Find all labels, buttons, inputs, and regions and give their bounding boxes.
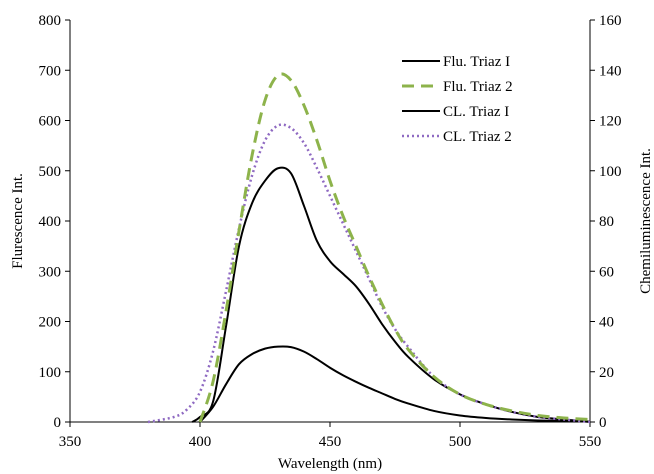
- y-tick-label: 700: [39, 63, 62, 79]
- x-axis-label: Wavelength (nm): [278, 456, 382, 472]
- tick-labels: 350 400 450 500 5500100200300400500600700800…: [39, 13, 622, 450]
- y2-tick-label: 140: [599, 63, 622, 79]
- y2-tick-label: 60: [599, 264, 614, 280]
- x-tick-label: 350: [59, 434, 82, 450]
- y-tick-label: 400: [39, 214, 62, 230]
- y-tick-label: 100: [39, 365, 62, 381]
- y-tick-label: 600: [39, 114, 62, 130]
- legend-label-2: Flu. Triaz 2: [443, 79, 513, 95]
- y2-tick-label: 80: [599, 214, 614, 230]
- series-layer: [147, 72, 591, 424]
- series-line-2: [198, 72, 591, 423]
- y2-tick-label: 160: [599, 13, 622, 29]
- y-tick-label: 800: [39, 13, 62, 29]
- right-y-axis-label: Chemiluminescence Int.: [638, 148, 654, 294]
- series-line-4: [147, 123, 591, 424]
- y-tick-label: 0: [54, 415, 62, 431]
- y2-tick-label: 40: [599, 315, 614, 331]
- x-tick-label: 400: [189, 434, 212, 450]
- y2-tick-label: 0: [599, 415, 607, 431]
- legend-label-3: CL. Triaz I: [443, 104, 509, 120]
- x-tick-label: 500: [449, 434, 472, 450]
- y2-tick-label: 100: [599, 164, 622, 180]
- y-tick-label: 200: [39, 315, 62, 331]
- legend-label-1: Flu. Triaz I: [443, 54, 510, 70]
- y-tick-label: 500: [39, 164, 62, 180]
- series-line-1: [199, 345, 591, 423]
- legend-label-4: CL. Triaz 2: [443, 129, 512, 145]
- tick-marks: [65, 19, 595, 427]
- series-line-3: [191, 166, 591, 423]
- x-tick-label: 550: [579, 434, 602, 450]
- y2-tick-label: 120: [599, 114, 622, 130]
- y-tick-label: 300: [39, 264, 62, 280]
- legend: Flu. Triaz I Flu. Triaz 2 CL. Triaz I CL. T…: [402, 54, 513, 145]
- x-tick-label: 450: [319, 434, 342, 450]
- left-y-axis-label: Flurescence Int.: [10, 173, 26, 269]
- y2-tick-label: 20: [599, 365, 614, 381]
